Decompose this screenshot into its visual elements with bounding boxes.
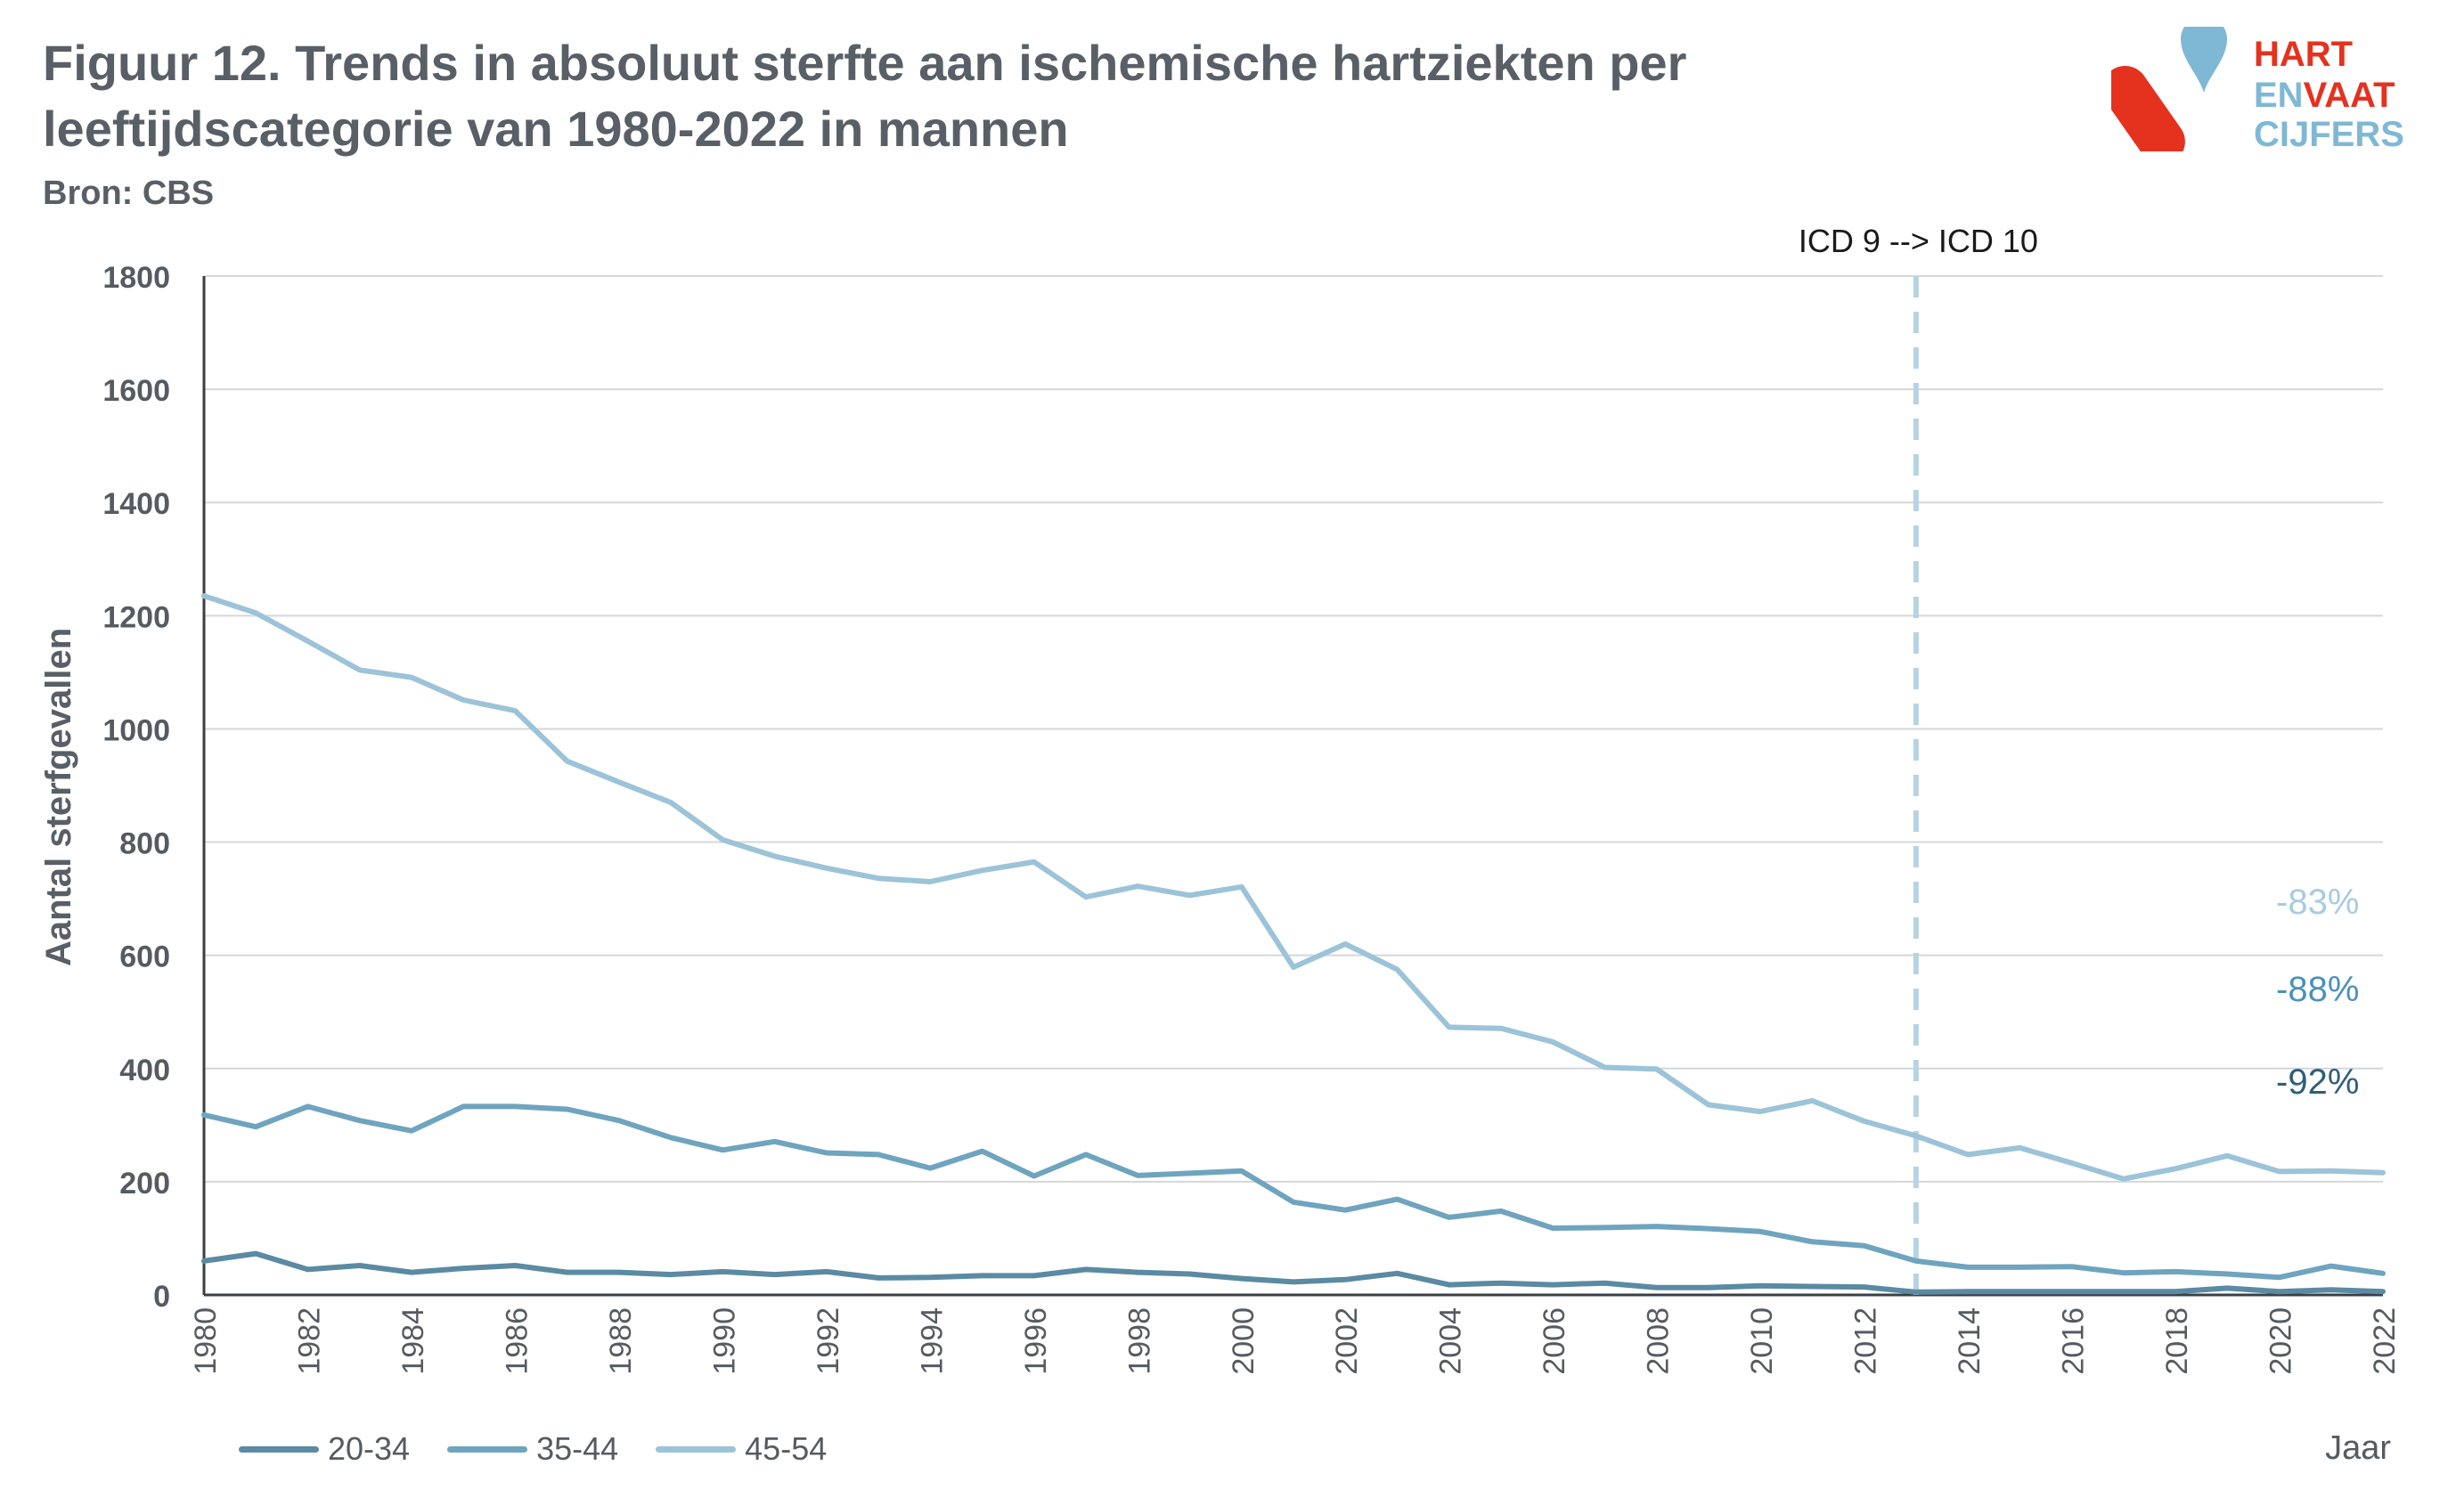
icd-change-label: ICD 9 --> ICD 10 [1799, 223, 2038, 259]
x-tick-label: 1986 [500, 1307, 534, 1375]
legend-label: 45-54 [745, 1430, 828, 1467]
y-tick-label: 0 [153, 1280, 170, 1314]
legend-label: 35-44 [536, 1430, 619, 1467]
percentage-label-45-54: -83% [2276, 883, 2359, 922]
y-tick-label: 1600 [102, 374, 170, 408]
y-tick-label: 1800 [102, 261, 170, 295]
y-axis-title: Aantal sterfgevallen [39, 627, 78, 966]
x-tick-label: 2018 [2160, 1307, 2194, 1375]
series-line-35-44 [201, 1103, 2386, 1281]
logo-text-en: EN [2254, 76, 2304, 115]
x-tick-label: 1984 [396, 1307, 430, 1375]
x-tick-label: 2020 [2264, 1307, 2298, 1375]
x-axis-title: Jaar [2325, 1429, 2391, 1467]
x-tick-label: 2008 [1642, 1307, 1676, 1375]
legend-label: 20-34 [328, 1430, 411, 1467]
legend-swatch [447, 1445, 528, 1453]
logo-text-envaat: ENVAAT [2254, 76, 2395, 115]
x-tick-label: 2004 [1434, 1307, 1468, 1375]
logo-text-hart: HART [2254, 35, 2353, 74]
x-tick-label: 2022 [2368, 1307, 2402, 1375]
x-tick-label: 2010 [1745, 1307, 1779, 1375]
x-tick-label: 1996 [1019, 1307, 1053, 1375]
legend-item-20-34: 20-34 [239, 1430, 410, 1468]
logo-red-bar [2111, 66, 2185, 151]
legend-item-45-54: 45-54 [656, 1430, 827, 1468]
y-tick-label: 200 [119, 1167, 170, 1201]
percentage-label-35-44: -88% [2276, 970, 2359, 1009]
legend-swatch [656, 1445, 737, 1453]
y-axis-ticks: 0 200 400 600 800 1000 1200 1400 1600 1800 [102, 261, 170, 1314]
legend-item-35-44: 35-44 [447, 1430, 618, 1468]
series-lines [201, 593, 2386, 1295]
y-tick-label: 1200 [102, 600, 170, 634]
x-tick-label: 1982 [292, 1307, 326, 1375]
x-tick-label: 1990 [707, 1307, 741, 1375]
y-tick-label: 1000 [102, 713, 170, 747]
y-tick-label: 600 [119, 940, 170, 974]
x-tick-label: 1980 [189, 1307, 223, 1375]
y-tick-label: 1400 [102, 487, 170, 521]
series-line-20-34 [201, 1250, 2386, 1295]
chart-title-line-1: Figuur 12. Trends in absoluut sterfte aa… [43, 35, 1687, 91]
legend-swatch [239, 1445, 319, 1453]
y-tick-label: 400 [119, 1054, 170, 1087]
logo-text-cijfers: CIJFERS [2254, 115, 2404, 151]
chart-title: Figuur 12. Trends in absoluut sterfte aa… [43, 30, 2003, 162]
x-tick-label: 1998 [1122, 1307, 1156, 1375]
x-tick-label: 2014 [1953, 1307, 1987, 1375]
x-tick-label: 1988 [604, 1307, 638, 1375]
x-tick-label: 1994 [915, 1307, 949, 1375]
x-axis-ticks: 1980 1982 1984 1986 1988 1990 1992 1994 1996 1998… [189, 1307, 2402, 1375]
y-tick-label: 800 [119, 827, 170, 861]
x-tick-label: 2002 [1330, 1307, 1364, 1375]
hart-en-vaat-cijfers-logo: HART ENVAAT CIJFERS [2111, 27, 2404, 151]
x-tick-label: 2012 [1849, 1307, 1883, 1375]
chart-source: Bron: CBS [43, 175, 215, 212]
series-line-45-54 [201, 593, 2386, 1182]
percentage-annotations: -83% -88% -92% [2276, 883, 2359, 1102]
logo-text-vaat: VAAT [2304, 76, 2395, 115]
grid-lines [204, 275, 2383, 1183]
logo-blue-drop [2181, 27, 2227, 93]
x-tick-label: 1992 [812, 1307, 845, 1375]
percentage-label-20-34: -92% [2276, 1062, 2359, 1102]
legend: 20-34 35-44 45-54 [239, 1430, 827, 1468]
x-tick-label: 2000 [1227, 1307, 1261, 1375]
x-tick-label: 2016 [2057, 1307, 2091, 1375]
chart-title-line-2: leeftijdscategorie van 1980-2022 in mann… [43, 101, 1069, 157]
icd-change-marker: ICD 9 --> ICD 10 [1799, 223, 2038, 1295]
x-tick-label: 2006 [1538, 1307, 1571, 1375]
